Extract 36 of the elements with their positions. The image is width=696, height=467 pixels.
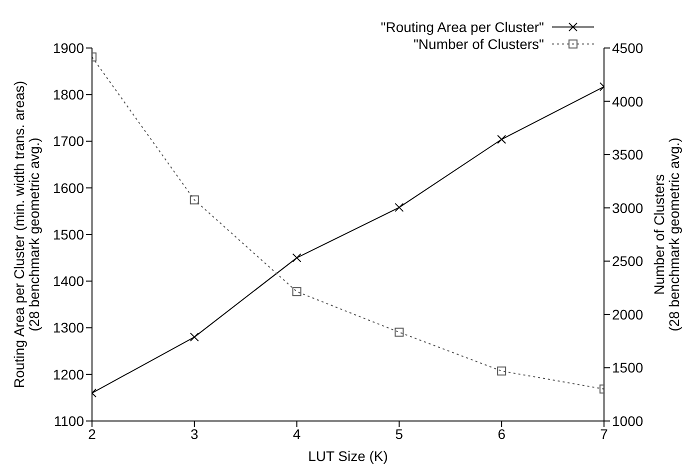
y2-tick-label: 4500: [612, 40, 644, 56]
y-tick-label: 1200: [52, 366, 84, 382]
point: [292, 287, 302, 296]
y-axis-title: Routing Area per Cluster (min. width trans. areas) (28 benchmark geometric avg.): [11, 80, 42, 388]
point: [292, 253, 302, 262]
y-tick-label: 1400: [52, 273, 84, 290]
y2-tick-label: 3000: [612, 200, 644, 216]
legend-label: "Routing Area per Cluster": [380, 18, 544, 34]
x-tick-label: 4: [292, 426, 301, 442]
point: [497, 134, 506, 144]
y2-tick-label: 4000: [612, 93, 644, 110]
y2-tick-label: 1000: [612, 412, 644, 429]
x-tick-label: 6: [498, 426, 506, 442]
y2-tick-label: 2500: [612, 253, 644, 270]
y-tick-label: 1700: [52, 133, 84, 150]
y2-tick-label: 2000: [612, 306, 644, 322]
point: [190, 332, 199, 342]
point: [394, 328, 404, 337]
x-tick-label: 7: [600, 426, 608, 442]
point: [497, 366, 506, 376]
y2-axis-title: Number of Clusters (28 benchmark geometric avg.): [651, 138, 682, 332]
x-tick-label: 3: [190, 426, 198, 442]
y2-tick-label: 1500: [612, 360, 644, 376]
x-axis-title: LUT Size (K): [308, 448, 388, 464]
point: [394, 202, 404, 212]
x-tick-label: 2: [88, 426, 96, 442]
legend-label: "Number of Clusters": [413, 36, 544, 52]
y-tick-label: 1800: [52, 86, 84, 103]
y-tick-label: 1500: [52, 226, 84, 242]
y2-tick-label: 3500: [612, 146, 644, 163]
y-tick-label: 1900: [52, 40, 84, 56]
x-tick-label: 5: [395, 426, 404, 442]
y-tick-label: 1100: [54, 412, 84, 429]
point: [190, 195, 199, 204]
y-tick-label: 1300: [52, 320, 84, 336]
y-tick-label: 1600: [52, 180, 84, 196]
